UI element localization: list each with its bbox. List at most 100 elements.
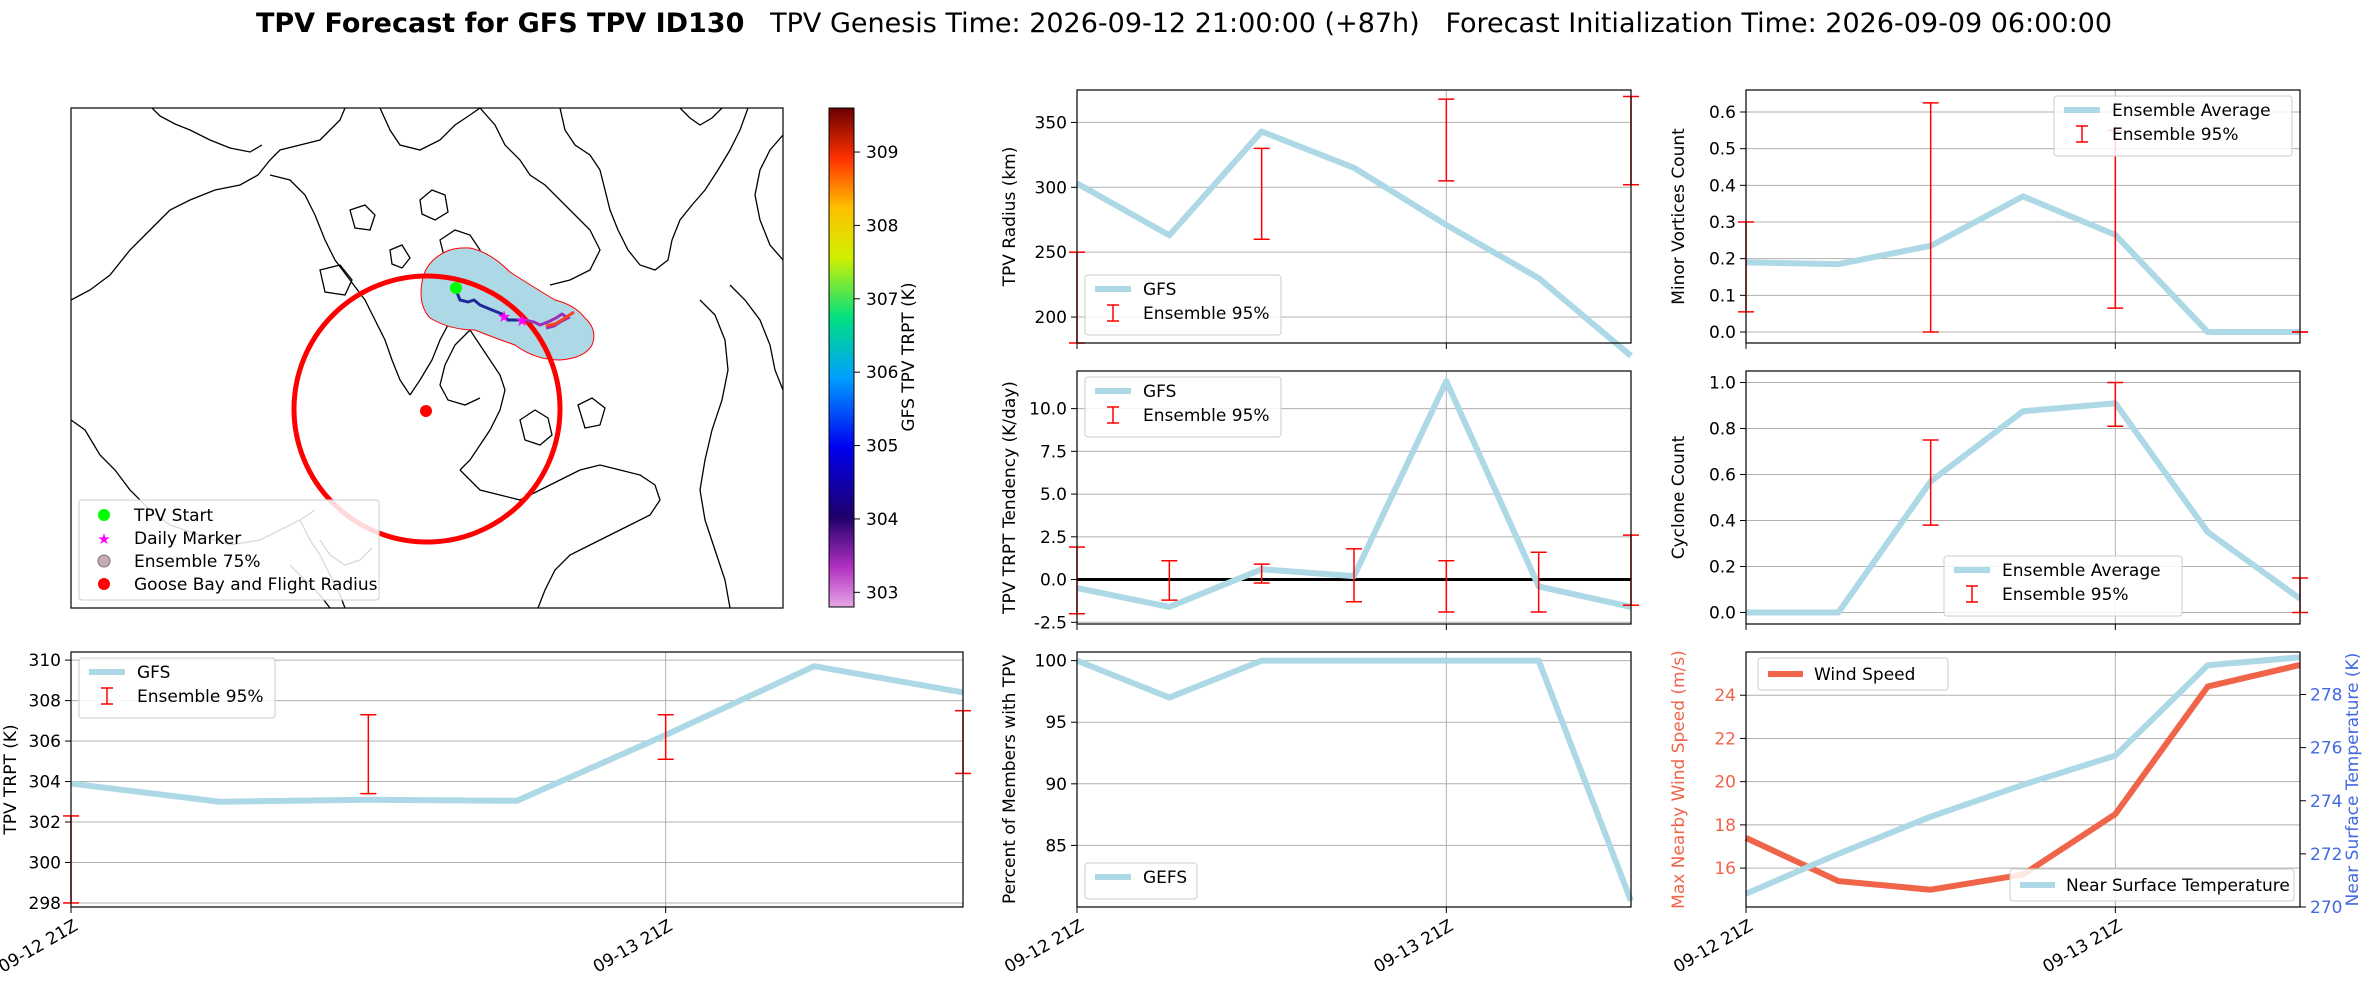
legend-label: Ensemble Average: [2112, 101, 2271, 121]
y-tick-label: 298: [29, 894, 61, 914]
y-tick-label: 0.1: [1709, 286, 1736, 306]
trpt-chart: 298 300 302 304 306 308 310 09-12 21Z 09-13 21Z T…: [0, 651, 971, 977]
y-axis-label: Percent of Members with TPV: [1000, 655, 1020, 904]
tpv-track-line: [454, 289, 524, 322]
y-tick-label: 0.5: [1709, 140, 1736, 160]
x-tick-label: 09-13 21Z: [590, 916, 676, 977]
y2-tick-label: 276: [2310, 739, 2342, 759]
y-tick-label: 0.3: [1709, 213, 1736, 233]
colorbar-ticks: 303 304 305 306 307 308 309: [854, 143, 898, 603]
y-tick-label: 1.0: [1709, 374, 1736, 394]
y-tick-label: 85: [1045, 836, 1067, 856]
y-axis-label: Minor Vortices Count: [1669, 128, 1689, 305]
y-axis-label: TPV Radius (km): [1000, 147, 1020, 288]
y-axis-label: Max Nearby Wind Speed (m/s): [1669, 650, 1689, 909]
colorbar-tick-label: 309: [866, 143, 898, 163]
y-tick-label: 10.0: [1029, 400, 1067, 420]
y-tick-label: 200: [1035, 308, 1067, 328]
legend-start-icon: [98, 509, 110, 521]
tpv-track-map: ★ ★ TPV Start ★ Daily Marker Ensemble 75…: [70, 107, 784, 609]
trpt-colorbar: 303 304 305 306 307 308 309 GFS TPV TRPT (K): [828, 107, 919, 608]
plot-frame: [1076, 370, 1632, 625]
y-axis-label: TPV TRPT (K): [1, 724, 21, 835]
plot-frame: [1076, 651, 1632, 908]
y-tick-label: 310: [29, 651, 61, 671]
legend-label: Ensemble 95%: [137, 687, 264, 707]
tpv-start-marker: [450, 282, 462, 294]
legend-label: GEFS: [1143, 868, 1187, 888]
series-line-0: [1746, 400, 2302, 616]
y-tick-label: 308: [29, 692, 61, 712]
y-tick-label: 0.2: [1709, 558, 1736, 578]
legend-label: Ensemble 95%: [2002, 585, 2129, 605]
colorbar-tick-label: 303: [866, 583, 898, 603]
y2-tick-label: 270: [2310, 898, 2342, 918]
y-tick-label: 350: [1035, 113, 1067, 133]
y-tick-label: 300: [1035, 178, 1067, 198]
legend-start-label: TPV Start: [133, 506, 214, 526]
x-tick-label: 09-12 21Z: [1001, 916, 1087, 977]
daily-marker-2: ★: [515, 311, 529, 330]
y-tick-label: 0.4: [1709, 176, 1736, 196]
wind-temperature-chart: 16 18 20 22 24 09-12 21Z 09-13 21Z Max Nearby W…: [1669, 650, 2363, 977]
series-line-0: [1075, 128, 1633, 359]
y2-tick-label: 272: [2310, 845, 2342, 865]
figure-title: TPV Forecast for GFS TPV ID130 TPV Genes…: [0, 8, 2368, 39]
y-tick-label: -2.5: [1034, 613, 1067, 633]
legend-box: [2053, 95, 2293, 157]
y-tick-label: 16: [1714, 859, 1736, 879]
y-tick-label: 250: [1035, 243, 1067, 263]
y-tick-label: 304: [29, 773, 61, 793]
legend-box: [78, 657, 276, 719]
y-tick-label: 22: [1714, 729, 1736, 749]
legend-label: Near Surface Temperature: [2066, 876, 2290, 896]
radius-chart: 200 250 300 350 TPV Radius (km) GFS Ensemble 9…: [1000, 89, 1639, 359]
x-tick-label: 09-13 21Z: [1371, 916, 1457, 977]
legend-goose-icon: [98, 578, 110, 590]
y-tick-label: 0.0: [1040, 571, 1067, 591]
cyclone-count-chart: 0.0 0.2 0.4 0.6 0.8 1.0 Cyclone Count Ensemble …: [1669, 370, 2308, 630]
colorbar-tick-label: 308: [866, 216, 898, 236]
y2-tick-label: 278: [2310, 686, 2342, 706]
y-tick-label: 0.6: [1709, 466, 1736, 486]
y-tick-label: 20: [1714, 773, 1736, 793]
plot-frame: [1745, 651, 2301, 908]
legend-box: [1084, 274, 1282, 336]
legend-goose-label: Goose Bay and Flight Radius: [134, 575, 378, 595]
legend-daily-icon: ★: [97, 530, 110, 548]
plot-frame: [1745, 370, 2301, 625]
y-tick-label: 2.5: [1040, 528, 1067, 548]
coastlines: [71, 108, 783, 608]
map-legend: TPV Start ★ Daily Marker Ensemble 75% Go…: [78, 499, 380, 601]
y-tick-label: 100: [1035, 652, 1067, 672]
legend-label: Ensemble Average: [2002, 561, 2161, 581]
y-tick-label: 95: [1045, 713, 1067, 733]
legend-daily-label: Daily Marker: [134, 529, 241, 549]
y-tick-label: 300: [29, 853, 61, 873]
colorbar-label: GFS TPV TRPT (K): [899, 282, 919, 431]
legend-box: [1943, 555, 2183, 617]
legend-ensemble-icon: [97, 554, 111, 568]
plot-frame: [1076, 89, 1632, 344]
series-line-1: [1744, 654, 2301, 897]
y-tick-label: 0.4: [1709, 512, 1736, 532]
legend-label: Ensemble 95%: [1143, 304, 1270, 324]
y-tick-label: 0.0: [1709, 604, 1736, 624]
figure-title-rest: TPV Genesis Time: 2026-09-12 21:00:00 (+…: [744, 8, 2113, 39]
colorbar-gradient: [828, 107, 855, 608]
y-tick-label: 18: [1714, 816, 1736, 836]
legend-label: Wind Speed: [1814, 665, 1915, 685]
y-tick-label: 5.0: [1040, 485, 1067, 505]
members-percent-chart: 85 90 95 100 09-12 21Z 09-13 21Z Percent of Me…: [1000, 651, 1634, 977]
plot-frame: [1745, 89, 2301, 344]
plot-area: [1746, 652, 2300, 907]
legend-label: GFS: [1143, 382, 1176, 402]
y-tick-label: 0.2: [1709, 250, 1736, 270]
series-line-0: [1075, 657, 1634, 902]
y2-axis-label: Near Surface Temperature (K): [2343, 653, 2363, 907]
colorbar-tick-label: 305: [866, 437, 898, 457]
legend-box: [1757, 657, 1949, 691]
legend-label: Ensemble 95%: [2112, 125, 2239, 145]
goose-bay-marker: [420, 405, 432, 417]
